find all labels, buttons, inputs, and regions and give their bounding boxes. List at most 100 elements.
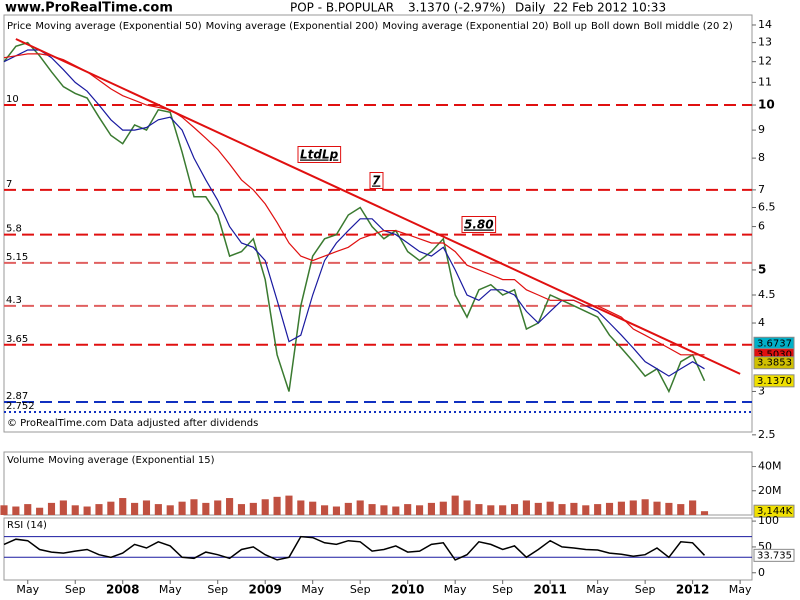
x-tick-label: 2010 [391,583,424,597]
y-tick-label: 10 [758,98,775,112]
x-tick-label: Sep [207,583,228,596]
y-tick-label: 11 [758,75,772,88]
volume-bar [427,502,435,515]
volume-bar [36,507,44,515]
rsi-title: RSI (14) [7,520,47,531]
volume-bar [119,498,127,515]
legend-entry: Boll up [553,21,587,32]
site: www.ProRealTime.com [5,1,173,16]
legend-entry: Moving average (Exponential 50) [35,21,201,32]
x-tick-label: May [586,583,609,596]
value-box-label: 33.735 [757,550,792,561]
volume-bar [178,501,186,515]
volume-bar [237,504,246,515]
volume-bar [594,504,602,515]
volume-bar [12,506,20,515]
level-label: 10 [6,94,19,105]
y-tick-label: 6.5 [758,201,776,214]
x-tick-label: Sep [635,583,656,596]
volume-bar [24,504,32,515]
level-label: 5.8 [6,224,22,235]
value-box-label: 3.1370 [757,376,792,387]
volume-bar [605,502,614,515]
volume-bar [522,500,530,515]
y-tick-label: 2.5 [758,428,776,441]
volume-bar [463,500,471,515]
y-tick-label: 9 [758,123,765,136]
volume-bar [475,504,483,515]
level-label: 3.65 [6,334,28,345]
volume-bar [59,500,67,515]
volume-bar [356,500,364,515]
series-line [3,49,705,377]
volume-bar [249,502,257,515]
volume-bar [451,495,459,515]
legend-entry: Volume [7,455,44,466]
y-tick-label: 5 [758,262,766,276]
x-tick-label: May [301,583,324,596]
value-box-label: 3.5030 [757,350,792,361]
volume-bar [629,500,637,515]
y-tick-label: 6 [758,220,765,233]
volume-bar [47,502,56,515]
x-tick-label: 2009 [249,583,282,597]
volume-bar [534,502,542,515]
volume-bar [510,504,519,515]
volume-bar [582,505,590,515]
volume-bar [368,504,376,515]
annotation: LtdLp [300,148,339,162]
volume-bar [107,501,115,515]
series-line [3,53,705,356]
volume-panel [3,451,753,516]
series-line [3,41,706,394]
symbol: POP - B.POPULAR [290,1,394,15]
volume-bar [487,505,495,515]
trendline [15,38,741,375]
volume-bar [0,505,8,515]
volume-bar [344,502,352,515]
x-tick-label: 2008 [106,583,139,597]
level-label: 5.15 [6,252,28,263]
annotation-box [461,216,497,233]
level-label: 7 [6,179,12,190]
x-tick-label: 2012 [676,583,709,597]
volume-bar [653,501,661,515]
legend-entry: Boll middle (20 2) [644,21,733,32]
x-tick-label: May [16,583,39,596]
volume-bar [83,506,91,515]
volume-bar [142,500,151,515]
volume-bar [321,505,329,515]
value-box [753,374,795,388]
x-tick-label: 2011 [533,583,566,597]
level-label: 2.87 [6,391,28,402]
volume-bar [226,498,234,515]
volume-bar [700,511,709,515]
volume-bar [95,504,103,515]
volume-bar [641,499,649,515]
volume-bar [190,499,198,515]
value-box-label: 3,144K [757,506,793,517]
legend-entry: Boll down [591,21,640,32]
annotation: 7 [372,174,381,188]
volume-bar [499,505,507,515]
period: Daily [515,1,545,15]
series-line [3,535,706,561]
y-tick-label: 4.5 [758,288,776,301]
volume-bar [332,506,341,515]
y-tick-label: 3 [758,384,765,397]
volume-bar [677,504,685,515]
volume-bar [154,504,162,515]
legend-entry: Moving average (Exponential 200) [206,21,379,32]
legend-entry: Moving average (Exponential 20) [382,21,548,32]
volume-bar [297,500,305,515]
y-tick-label: 20M [758,484,782,497]
x-tick-label: May [729,583,752,596]
volume-bar [202,502,210,515]
volume-bar [261,499,269,515]
y-tick-label: 12 [758,55,772,68]
volume-bar [404,504,412,515]
volume-bar [285,495,293,515]
y-tick-label: 4 [758,316,765,329]
value-box-label: 3.3853 [757,358,792,369]
